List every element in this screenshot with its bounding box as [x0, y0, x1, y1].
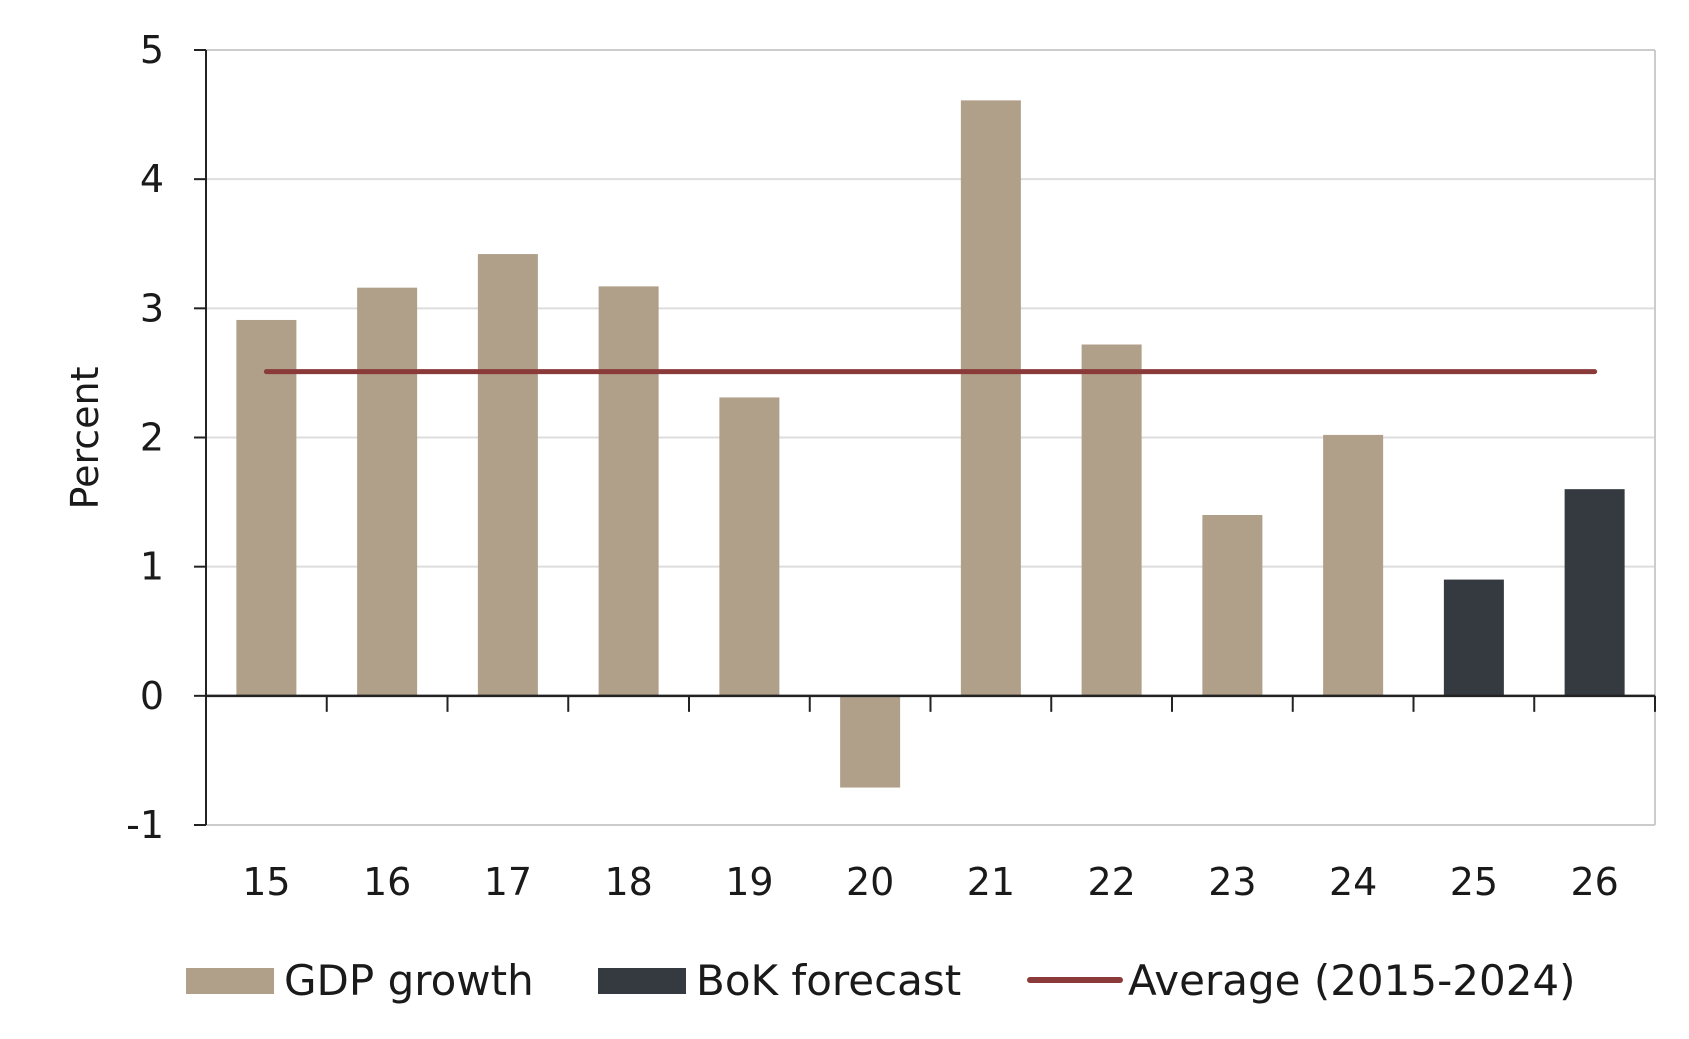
- x-tick-label: 19: [725, 860, 773, 904]
- legend-label: GDP growth: [284, 956, 534, 1005]
- x-tick-label: 21: [967, 860, 1015, 904]
- bar-25: [1443, 579, 1504, 696]
- y-axis-title: Percent: [63, 367, 107, 510]
- x-tick-label: 26: [1570, 860, 1618, 904]
- bar-23: [1202, 515, 1263, 696]
- x-tick-label: 17: [484, 860, 532, 904]
- x-tick-label: 18: [604, 860, 652, 904]
- legend-label: Average (2015-2024): [1128, 956, 1576, 1005]
- y-tick-label: 5: [140, 28, 164, 72]
- legend-swatch: [186, 968, 274, 994]
- x-tick-label: 25: [1450, 860, 1498, 904]
- x-tick-label: 15: [242, 860, 290, 904]
- bars: [236, 100, 1625, 788]
- bar-16: [357, 287, 418, 696]
- legend-item: BoK forecast: [598, 956, 961, 1005]
- bar-26: [1564, 489, 1625, 696]
- bar-20: [840, 695, 901, 788]
- x-tick-label: 16: [363, 860, 411, 904]
- bar-22: [1081, 344, 1142, 696]
- axes: [194, 49, 1656, 826]
- y-tick-label: 2: [140, 416, 164, 460]
- y-tick-label: 1: [140, 545, 164, 589]
- x-tick-label: 24: [1329, 860, 1377, 904]
- legend-item: GDP growth: [186, 956, 534, 1005]
- bar-24: [1323, 434, 1384, 696]
- bar-19: [719, 397, 780, 696]
- y-tick-label: 3: [140, 286, 164, 330]
- legend-item: Average (2015-2024): [1027, 956, 1576, 1005]
- x-tick-label: 22: [1087, 860, 1135, 904]
- bar-15: [236, 319, 297, 696]
- x-tick-label: 20: [846, 860, 894, 904]
- x-tick-label: 23: [1208, 860, 1256, 904]
- y-tick-label: 4: [140, 157, 164, 201]
- bar-18: [598, 286, 659, 696]
- legend-swatch: [598, 968, 686, 994]
- y-tick-label: -1: [126, 803, 164, 847]
- bar-17: [477, 254, 538, 696]
- legend: GDP growth BoK forecast Average (2015-2024…: [186, 956, 1576, 1005]
- legend-label: BoK forecast: [696, 956, 961, 1005]
- bar-21: [960, 100, 1021, 696]
- y-tick-label: 0: [140, 674, 164, 718]
